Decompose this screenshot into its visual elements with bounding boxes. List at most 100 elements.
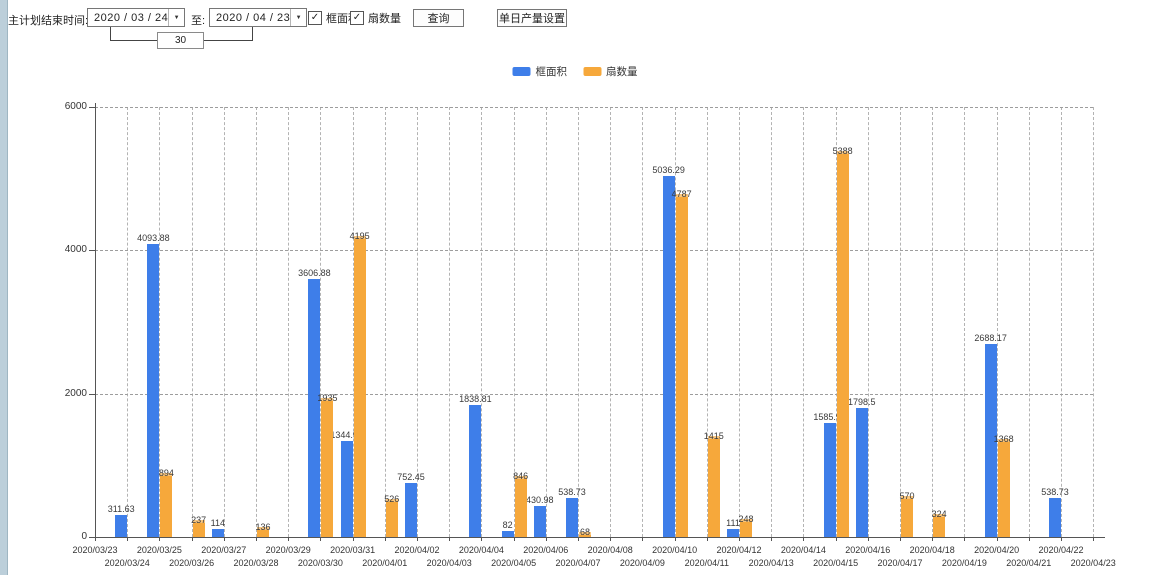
vertical-gridline bbox=[996, 107, 998, 537]
bar-扇数量-2020/04/12[interactable] bbox=[740, 519, 752, 537]
bar-value-label: 4195 bbox=[349, 231, 370, 242]
bar-highlight bbox=[353, 236, 366, 240]
x-axis-tick bbox=[674, 537, 676, 541]
date-to-dropdown-button[interactable]: ▼ bbox=[290, 9, 306, 26]
interval-days-input[interactable]: 30 bbox=[157, 32, 204, 49]
y-axis-tick bbox=[89, 107, 95, 108]
bar-扇数量-2020/03/31[interactable] bbox=[353, 236, 366, 537]
interval-days-value: 30 bbox=[174, 35, 187, 46]
bar-value-label: 752.45 bbox=[397, 472, 425, 483]
y-axis-tick-label: 0 bbox=[81, 531, 87, 542]
bar-highlight bbox=[321, 398, 334, 402]
bar-框面积-2020/04/10[interactable] bbox=[662, 176, 675, 537]
vertical-gridline bbox=[642, 107, 644, 537]
bar-框面积-2020/04/07[interactable] bbox=[566, 498, 578, 537]
bar-框面积-2020/04/06[interactable] bbox=[533, 506, 546, 537]
x-axis-tick bbox=[1061, 537, 1062, 541]
bar-扇数量-2020/03/25[interactable] bbox=[160, 472, 173, 537]
bar-扇数量-2020/03/26[interactable] bbox=[192, 520, 205, 537]
sash-count-checkbox[interactable]: ✓ bbox=[350, 11, 364, 25]
bar-value-label: 1415 bbox=[703, 430, 724, 441]
bar-value-label: 237 bbox=[191, 515, 207, 525]
vertical-gridline bbox=[739, 107, 740, 537]
bar-框面积-2020/04/04[interactable] bbox=[469, 405, 482, 537]
x-axis-date-label: 2020/04/21 bbox=[1006, 558, 1052, 568]
bar-框面积-2020/04/05[interactable] bbox=[501, 531, 514, 537]
bar-框面积-2020/03/31[interactable] bbox=[340, 440, 353, 537]
x-axis-date-label: 2020/03/23 bbox=[72, 545, 118, 555]
x-axis-tick bbox=[996, 537, 998, 541]
x-axis-date-label: 2020/04/23 bbox=[1070, 558, 1116, 568]
x-axis-tick bbox=[256, 537, 257, 541]
bar-扇数量-2020/04/05[interactable] bbox=[514, 476, 527, 537]
x-axis-date-label: 2020/03/26 bbox=[169, 558, 215, 568]
bar-highlight bbox=[385, 499, 398, 503]
vertical-gridline bbox=[835, 107, 837, 537]
bar-value-label: 82 bbox=[502, 520, 513, 531]
interval-connector-line bbox=[252, 27, 253, 40]
y-axis-tick-label: 6000 bbox=[64, 101, 87, 112]
bar-扇数量-2020/04/18[interactable] bbox=[933, 513, 946, 537]
bar-扇数量-2020/04/10[interactable] bbox=[675, 193, 688, 537]
bar-扇数量-2020/04/20[interactable] bbox=[997, 438, 1010, 537]
bar-highlight bbox=[836, 150, 849, 154]
y-axis-line bbox=[95, 103, 96, 537]
daily-output-settings-button[interactable]: 单日产量设置 bbox=[497, 9, 567, 27]
x-axis-tick bbox=[352, 537, 354, 541]
bar-value-label: 5036.29 bbox=[652, 165, 685, 176]
bar-框面积-2020/04/22[interactable] bbox=[1049, 498, 1061, 537]
bar-框面积-2020/04/02[interactable] bbox=[405, 483, 417, 537]
interval-connector-line bbox=[110, 40, 158, 41]
vertical-gridline bbox=[771, 107, 773, 537]
date-to-picker[interactable]: 2020 / 04 / 23 ▼ bbox=[209, 8, 307, 27]
bar-扇数量-2020/03/28[interactable] bbox=[257, 527, 269, 537]
frame-area-checkbox[interactable]: ✓ bbox=[308, 11, 322, 25]
bar-扇数量-2020/03/30[interactable] bbox=[321, 398, 334, 537]
x-axis-date-label: 2020/03/27 bbox=[201, 545, 247, 555]
x-axis-tick bbox=[159, 537, 161, 541]
x-axis-date-label: 2020/04/11 bbox=[684, 558, 729, 568]
query-button[interactable]: 查询 bbox=[413, 9, 464, 27]
bar-扇数量-2020/04/01[interactable] bbox=[385, 499, 398, 537]
date-from-picker[interactable]: 2020 / 03 / 24 ▼ bbox=[87, 8, 185, 27]
bar-扇数量-2020/04/17[interactable] bbox=[901, 496, 913, 537]
sash-count-checkbox-group[interactable]: ✓ 扇数量 bbox=[350, 10, 401, 26]
bar-框面积-2020/03/30[interactable] bbox=[308, 278, 321, 537]
legend-label: 扇数量 bbox=[606, 66, 638, 78]
bar-扇数量-2020/04/11[interactable] bbox=[707, 435, 720, 537]
bar-框面积-2020/03/24[interactable] bbox=[115, 514, 128, 537]
bar-扇数量-2020/04/07[interactable] bbox=[579, 532, 591, 537]
bar-value-label: 114 bbox=[210, 517, 225, 528]
x-axis-date-label: 2020/03/24 bbox=[104, 558, 150, 568]
bar-扇数量-2020/04/15[interactable] bbox=[836, 150, 849, 537]
bar-value-label: 570 bbox=[899, 491, 915, 502]
x-axis-tick bbox=[384, 537, 386, 541]
bar-value-label: 526 bbox=[384, 494, 400, 505]
vertical-gridline bbox=[223, 107, 225, 537]
bar-highlight bbox=[579, 532, 591, 536]
date-from-value: 2020 / 03 / 24 bbox=[94, 11, 169, 24]
legend-label: 框面积 bbox=[535, 66, 568, 78]
vertical-gridline bbox=[545, 107, 547, 537]
legend-item-sash-count[interactable]: 扇数量 bbox=[583, 64, 638, 79]
x-axis-tick bbox=[642, 537, 644, 541]
bar-框面积-2020/04/16[interactable] bbox=[855, 408, 868, 537]
x-axis-date-label: 2020/03/29 bbox=[265, 545, 311, 555]
interval-connector-line bbox=[110, 27, 111, 40]
bar-value-label: 538.73 bbox=[558, 487, 586, 498]
bar-highlight bbox=[740, 519, 752, 523]
bar-框面积-2020/04/12[interactable] bbox=[727, 529, 739, 537]
bar-框面积-2020/04/15[interactable] bbox=[823, 423, 836, 537]
date-to-value: 2020 / 04 / 23 bbox=[216, 11, 291, 24]
date-from-dropdown-button[interactable]: ▼ bbox=[168, 9, 184, 26]
x-axis-date-label: 2020/03/30 bbox=[297, 558, 343, 568]
x-axis-line bbox=[95, 537, 1105, 538]
bar-框面积-2020/03/27[interactable] bbox=[211, 528, 224, 537]
bar-框面积-2020/03/25[interactable] bbox=[147, 243, 160, 537]
x-axis-date-label: 2020/04/07 bbox=[555, 558, 601, 568]
bar-框面积-2020/04/20[interactable] bbox=[984, 344, 997, 537]
y-axis-tick-label: 4000 bbox=[64, 244, 87, 256]
x-axis-tick bbox=[835, 537, 837, 541]
to-label: 至: bbox=[191, 15, 206, 27]
legend-item-frame-area[interactable]: 框面积 bbox=[512, 64, 568, 79]
